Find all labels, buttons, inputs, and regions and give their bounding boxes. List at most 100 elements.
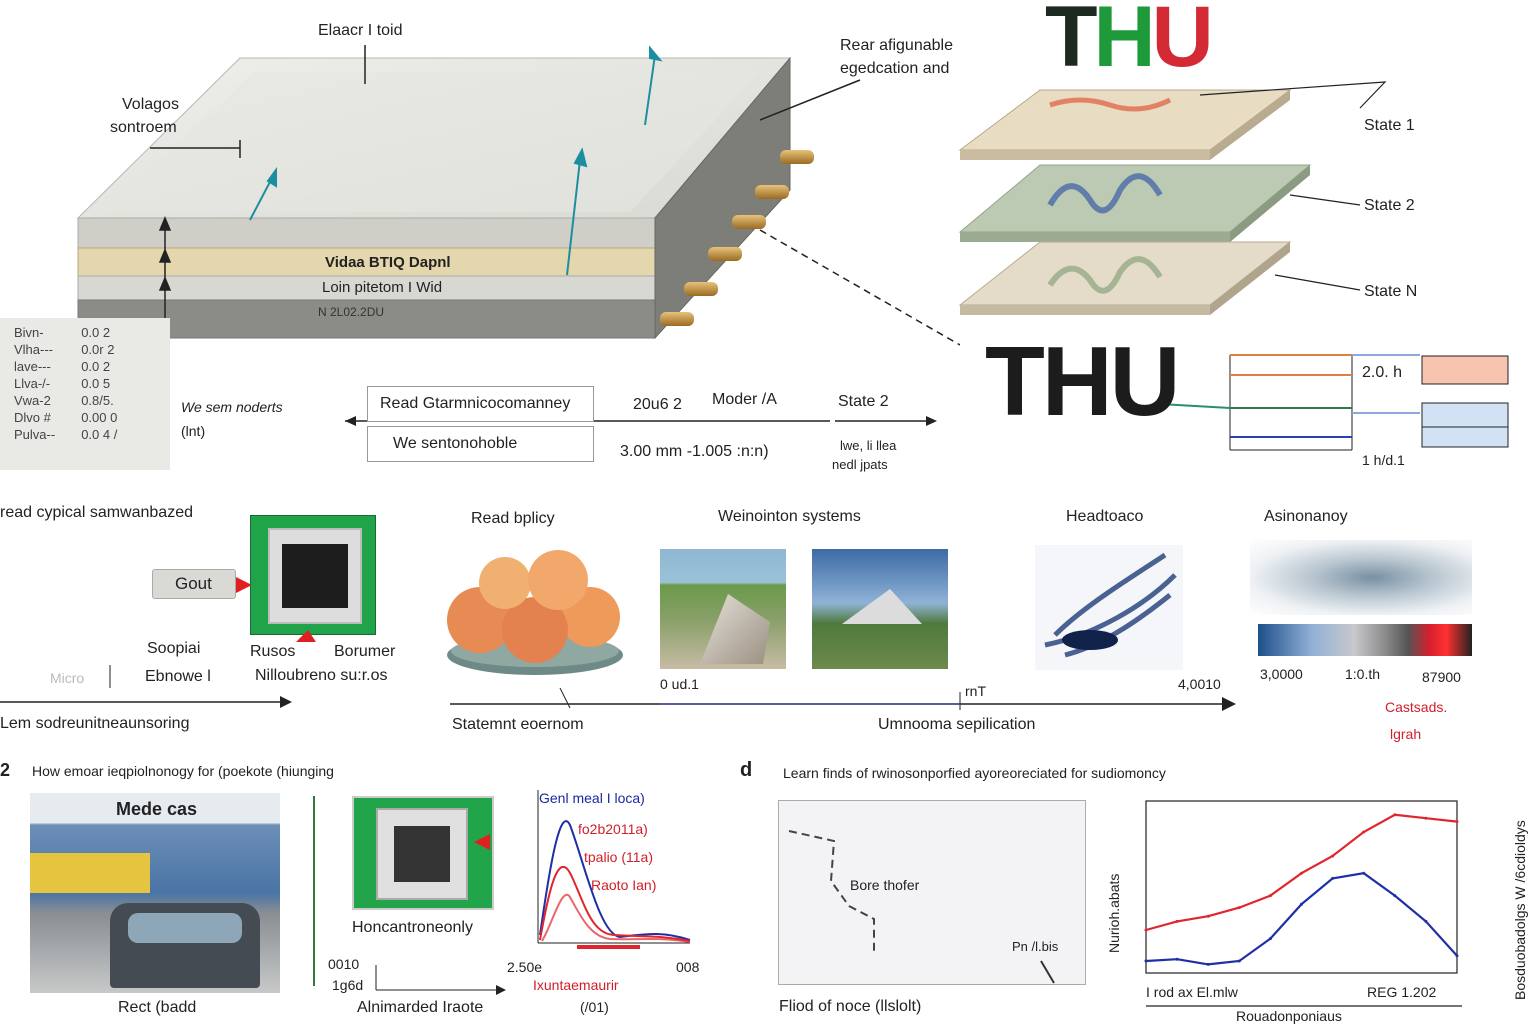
fruit-bowl-image <box>447 550 623 675</box>
legend-value: 0.00 0 <box>81 410 118 425</box>
read-box-top: Read Gtarmnicocomanney <box>367 386 594 422</box>
line-chart-y-label: Nurioh.abats <box>1106 873 1122 953</box>
line-chart: I rod ax El.mlw REG 1.202 Rouadonponiaus <box>1144 800 1462 1024</box>
borumer-label: Borumer <box>334 643 396 660</box>
ebnowe-label: Ebnowe l <box>145 668 211 685</box>
spectrum-x-end: 008 <box>676 959 700 975</box>
read-box-bottom: We sentonohoble <box>367 426 594 462</box>
scale-note-2: lgrah <box>1390 726 1422 742</box>
series-point-blue <box>1424 919 1428 923</box>
series-point-blue <box>1331 876 1335 880</box>
device-side-face <box>654 56 791 340</box>
label-side-2: sontroem <box>110 119 177 136</box>
chip-arrow-icon <box>296 630 316 642</box>
panel-c-left-title: read cypical samwanbazed <box>0 504 193 521</box>
scale-tick-3: 87900 <box>1422 669 1461 685</box>
chip-board <box>250 515 376 635</box>
microscope-image: Bore thofer Pn /l.bis <box>778 800 1086 985</box>
axis-label-1: Statemnt eoernom <box>452 716 584 733</box>
series-point-blue <box>1362 871 1366 875</box>
color-scale-bar <box>1258 624 1472 656</box>
series-point-red <box>1455 820 1459 824</box>
series-point-red <box>1268 894 1272 898</box>
microscope-caption: Fliod of noce (llslolt) <box>779 998 922 1015</box>
logo-letter-h: H <box>1093 0 1156 85</box>
left-axis-label: Lem sodreunitneaunsoring <box>0 715 190 732</box>
spectrum-legend-3: tpalio (11a) <box>584 849 654 865</box>
series-point-red <box>1362 830 1366 834</box>
thu-logo-top: THU <box>1045 0 1214 80</box>
chip-caption: Honcantroneonly <box>352 919 473 936</box>
panel-d-title: Learn finds of rwinosonporfied ayoreorec… <box>783 765 1166 781</box>
gout-tag: Gout <box>152 569 236 599</box>
landslide-photo <box>660 549 786 669</box>
series-point-blue <box>1268 937 1272 941</box>
state-chart-axis: 1 h/d.1 <box>1362 452 1405 468</box>
series-point-red <box>1331 854 1335 858</box>
spectrum-x-start: 2.50e <box>507 959 543 975</box>
scale-note-1: Castsads. <box>1385 699 1448 715</box>
scale-tick-1: 3,0000 <box>1260 666 1303 682</box>
label-top: Elaacr I toid <box>318 22 403 39</box>
legend-label: Bivn- <box>14 325 44 340</box>
state-plate-2 <box>958 164 1312 242</box>
state-note-2: nedl jpats <box>832 457 888 472</box>
series-point-red <box>1424 816 1428 820</box>
gout-arrow-icon <box>236 577 252 593</box>
legend-label: Vwa-2 <box>14 393 51 408</box>
side-vertical-label: Bosduobadolgs W /6cdioldys <box>1512 820 1528 1000</box>
scale-tick-2: 1:0.th <box>1345 666 1381 682</box>
category-2: Weinointon systems <box>718 508 861 525</box>
chip-frame <box>268 528 362 624</box>
axis-end: 4,0010 <box>1178 676 1221 692</box>
legend-label: Vlha--- <box>14 342 54 357</box>
read-mode-unit: (lnt) <box>181 423 206 439</box>
spectrum-legend-2: fo2b2011a) <box>578 821 648 837</box>
value-dims: 3.00 mm -1.005 :n:n) <box>620 443 769 460</box>
label-side-1: Volagos <box>122 96 179 113</box>
layer-label-2: Loin pitetom I Wid <box>322 279 443 296</box>
state-2-label: State 2 <box>1364 197 1415 214</box>
x-tick-left: I rod ax El.mlw <box>1146 984 1239 1000</box>
spectrum-x-unit: (/01) <box>580 999 609 1015</box>
nillo-label: Nilloubreno su:r.os <box>255 667 388 684</box>
axis-mid: rnT <box>965 683 986 699</box>
legend-labels: Bivn- Vlha--- lave--- Llva-/- Vwa-2 Dlvo # Pul… <box>14 324 55 443</box>
state-note-1: lwe, li llea <box>840 438 897 453</box>
series-point-blue <box>1237 959 1241 963</box>
state-1-label: State 1 <box>1364 117 1415 134</box>
series-point-blue <box>1393 894 1397 898</box>
left-axis-arrow <box>0 665 292 708</box>
category-4: Asinonanoy <box>1264 508 1348 525</box>
logo-letter-t: T <box>1045 0 1098 85</box>
structure-photo <box>812 549 948 669</box>
panel-2-ax-2: 1g6d <box>332 977 364 993</box>
rusos-label: Rusos <box>250 643 296 660</box>
legend-value: 0.8/5. <box>81 393 114 408</box>
x-axis-label: Rouadonponiaus <box>1236 1008 1342 1024</box>
spectrum-x-label: Ixuntaemaurir <box>533 977 619 993</box>
chip-frame-small <box>376 808 468 900</box>
series-point-blue <box>1144 959 1148 963</box>
chip-sensor-small <box>394 826 450 882</box>
panel-2-label: 2 <box>0 760 11 780</box>
spectrum-legend-4: Raoto Ian) <box>591 877 657 893</box>
layer-front-2 <box>77 247 656 277</box>
panel-2-ax-caption: Alnimarded Iraote <box>357 999 484 1016</box>
legend-table: Bivn- Vlha--- lave--- Llva-/- Vwa-2 Dlvo # Pul… <box>0 318 170 470</box>
legend-value: 0.0 2 <box>81 359 111 374</box>
series-point-red <box>1144 928 1148 932</box>
middle-axis-arrow <box>450 687 1236 711</box>
device-illustration <box>76 45 960 426</box>
state-plate-1 <box>958 89 1292 160</box>
panel-2-title: How emoar ieqpiolnonogy for (poekote (hi… <box>32 763 334 779</box>
chip-board-small <box>352 796 494 910</box>
axis-label-2: Umnooma sepilication <box>878 716 1036 733</box>
legend-label: lave--- <box>14 359 51 374</box>
state-chart-value: 2.0. h <box>1362 364 1403 381</box>
layer-front-1 <box>77 217 656 249</box>
microscope-label-2: Pn /l.bis <box>1012 939 1059 954</box>
series-point-blue <box>1300 902 1303 906</box>
read-box-bottom-text: We sentonohoble <box>393 435 518 452</box>
state-plate-3 <box>958 241 1292 315</box>
